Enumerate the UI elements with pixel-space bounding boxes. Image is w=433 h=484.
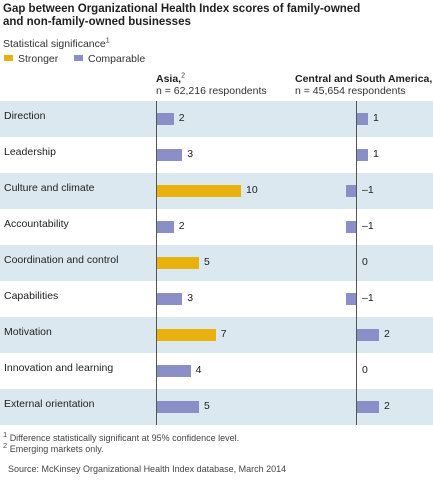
category-label-motivation: Motivation	[4, 326, 52, 338]
bar-asia-innovation-and-learning	[157, 365, 191, 377]
category-label-coordination-and-control: Coordination and control	[4, 254, 119, 266]
column-name-central-south-america: Central and South America,	[295, 73, 433, 85]
value-label-csa-accountability: –1	[362, 220, 374, 232]
bar-asia-direction	[157, 113, 174, 125]
legend-item-comparable: Comparable	[74, 53, 145, 65]
column-respondents-central-south-america: n = 45,654 respondents	[295, 85, 406, 97]
category-label-capabilities: Capabilities	[4, 290, 59, 302]
value-label-asia-direction: 2	[178, 112, 185, 124]
legend-title-text: Statistical significance	[3, 38, 106, 50]
zero-axis-asia	[156, 101, 157, 425]
value-label-csa-external-orientation: 2	[384, 400, 390, 412]
legend-item-stronger: Stronger	[4, 53, 58, 65]
value-label-csa-leadership: 1	[373, 148, 379, 160]
value-label-csa-direction: 1	[373, 112, 379, 124]
bar-csa-accountability	[346, 221, 357, 233]
footnote-2-text: Emerging markets only.	[9, 444, 104, 454]
value-label-asia-innovation-and-learning: 4	[195, 364, 202, 376]
bar-asia-coordination-and-control	[157, 257, 199, 269]
legend-label-comparable: Comparable	[88, 53, 146, 65]
legend-swatch-comparable	[74, 55, 83, 61]
chart-title-line-1: Gap between Organizational Health Index …	[3, 3, 361, 15]
value-label-asia-motivation: 7	[220, 328, 227, 340]
footnote-2-mark: 2	[3, 441, 8, 450]
bar-csa-motivation	[357, 329, 379, 341]
footnote-1-mark: 1	[3, 430, 8, 439]
footnote-1: 1 Difference statistically significant a…	[3, 430, 240, 443]
column-header-central-south-america: Central and South America, n = 45,654 re…	[295, 73, 432, 97]
row-band	[0, 245, 433, 281]
bar-asia-external-orientation	[157, 401, 199, 413]
value-label-asia-accountability: 2	[178, 220, 185, 232]
legend-label-stronger: Stronger	[18, 53, 59, 65]
bar-asia-culture-and-climate	[157, 185, 241, 197]
column-header-asia: Asia,2 n = 62,216 respondents	[156, 72, 267, 98]
category-label-innovation-and-learning: Innovation and learning	[4, 362, 114, 374]
bar-csa-external-orientation	[357, 401, 379, 413]
column-respondents-asia: n = 62,216 respondents	[156, 85, 267, 97]
bar-csa-culture-and-climate	[346, 185, 357, 197]
footnote-2: 2 Emerging markets only.	[3, 441, 104, 454]
value-label-asia-capabilities: 3	[187, 292, 194, 304]
bar-csa-capabilities	[346, 293, 357, 305]
legend-swatch-stronger	[4, 55, 13, 61]
bar-asia-accountability	[157, 221, 174, 233]
chart-title-line-2: and non-family-owned businesses	[3, 16, 191, 28]
column-name-asia: Asia,	[156, 73, 182, 85]
value-label-asia-external-orientation: 5	[204, 400, 210, 412]
value-label-asia-coordination-and-control: 5	[204, 256, 210, 268]
legend-title: Statistical significance1	[3, 37, 110, 51]
row-band	[0, 101, 433, 137]
category-label-external-orientation: External orientation	[4, 398, 95, 410]
bar-asia-motivation	[157, 329, 216, 341]
bar-csa-direction	[357, 113, 368, 125]
bar-asia-leadership	[157, 149, 183, 161]
category-label-culture-and-climate: Culture and climate	[4, 182, 95, 194]
value-label-csa-culture-and-climate: –1	[362, 184, 374, 196]
bar-csa-leadership	[357, 149, 368, 161]
value-label-asia-leadership: 3	[187, 148, 194, 160]
category-label-leadership: Leadership	[4, 146, 56, 158]
value-label-asia-culture-and-climate: 10	[246, 184, 258, 196]
column-footnote-mark-asia: 2	[181, 72, 186, 80]
zero-axis-csa	[356, 101, 357, 425]
category-label-accountability: Accountability	[4, 218, 69, 230]
footnote-1-text: Difference statistically significant at …	[9, 433, 240, 443]
bar-asia-capabilities	[157, 293, 183, 305]
value-label-csa-capabilities: –1	[362, 292, 374, 304]
category-label-direction: Direction	[4, 110, 46, 122]
value-label-csa-coordination-and-control: 0	[362, 256, 368, 268]
source-note: Source: McKinsey Organizational Health I…	[8, 464, 287, 474]
value-label-csa-motivation: 2	[384, 328, 390, 340]
legend-title-footnote-mark: 1	[105, 37, 110, 45]
value-label-csa-innovation-and-learning: 0	[362, 364, 368, 376]
chart-title: Gap between Organizational Health Index …	[3, 3, 423, 29]
